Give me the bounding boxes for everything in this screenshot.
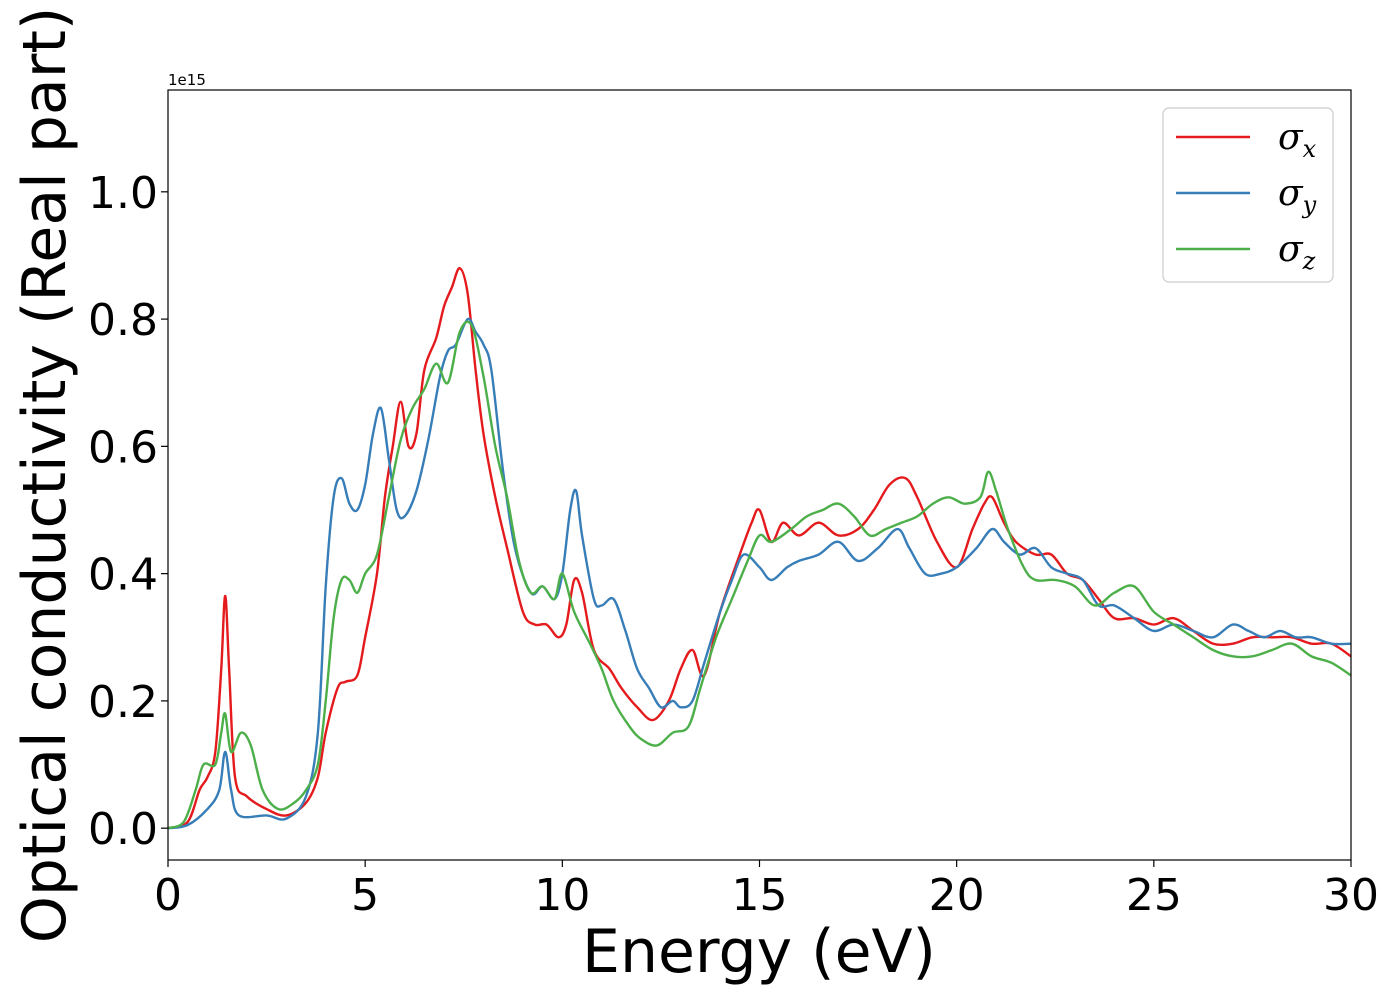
series-line-z	[168, 320, 1351, 830]
legend-subscript: x	[1303, 135, 1317, 163]
legend-box	[1162, 107, 1334, 283]
x-tick-label: 5	[351, 870, 379, 921]
x-axis-title: Energy (eV)	[582, 917, 936, 987]
y-tick-label: 0.2	[88, 677, 158, 728]
y-tick-label: 0.0	[88, 804, 158, 855]
x-tick-label: 30	[1323, 870, 1379, 921]
y-tick-label: 1.0	[88, 168, 158, 219]
x-tick-label: 15	[732, 870, 788, 921]
x-tick-label: 25	[1126, 870, 1182, 921]
legend-label-z: σz	[1278, 229, 1316, 275]
legend-symbol: σ	[1278, 173, 1304, 214]
y-axis: 0.0 0.2 0.4 0.6 0.8 1.0	[88, 168, 168, 855]
x-tick-label: 20	[929, 870, 985, 921]
legend-symbol: σ	[1278, 229, 1304, 270]
x-axis: 0 5 10 15 20 25 30	[154, 860, 1379, 921]
legend-symbol: σ	[1278, 117, 1304, 158]
series-line-y	[168, 317, 1351, 830]
y-axis-title: Optical conductivity (Real part)	[10, 7, 80, 944]
y-tick-label: 0.6	[88, 422, 158, 473]
x-tick-label: 10	[534, 870, 590, 921]
series-layer	[168, 266, 1351, 830]
y-tick-label: 0.8	[88, 295, 158, 346]
y-offset-label: 1e15	[168, 71, 206, 89]
legend-label-x: σx	[1278, 117, 1317, 163]
legend-subscript: z	[1302, 247, 1316, 275]
y-tick-label: 0.4	[88, 550, 158, 601]
legend-label-y: σy	[1278, 173, 1317, 219]
x-tick-label: 0	[154, 870, 182, 921]
legend-subscript: y	[1302, 191, 1317, 219]
series-line-x	[168, 266, 1351, 830]
